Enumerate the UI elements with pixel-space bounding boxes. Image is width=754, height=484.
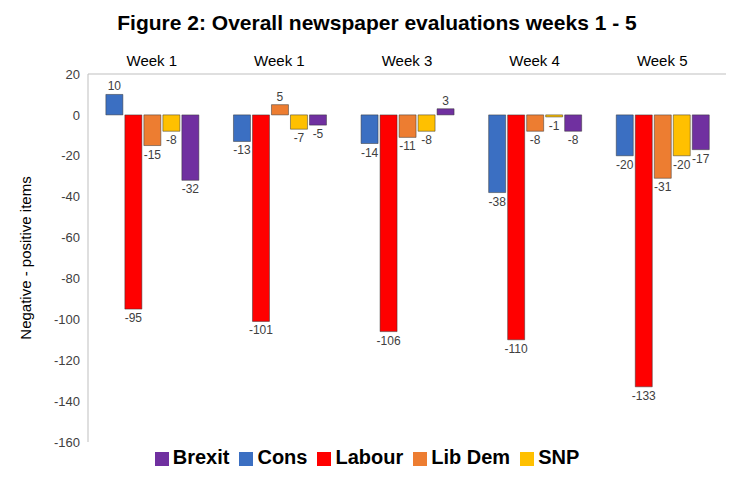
svg-text:Week 5: Week 5 bbox=[637, 52, 688, 69]
svg-text:-160: -160 bbox=[54, 435, 80, 450]
html-text:Labour: Labour bbox=[335, 446, 404, 468]
svg-text:Week 1: Week 1 bbox=[127, 52, 178, 69]
svg-text:-100: -100 bbox=[54, 312, 80, 327]
svg-text:Week 4: Week 4 bbox=[509, 52, 560, 69]
svg-text:-13: -13 bbox=[233, 143, 251, 157]
svg-text:0: 0 bbox=[73, 108, 80, 123]
svg-text:-14: -14 bbox=[361, 146, 379, 160]
html-text:Cons: Cons bbox=[257, 446, 308, 468]
svg-text:Week 3: Week 3 bbox=[382, 52, 433, 69]
svg-text:-38: -38 bbox=[488, 195, 506, 209]
svg-text:-11: -11 bbox=[399, 139, 416, 153]
svg-text:5: 5 bbox=[277, 90, 284, 104]
svg-text:-1: -1 bbox=[549, 119, 560, 133]
svg-text:-31: -31 bbox=[654, 180, 672, 194]
svg-text:-20: -20 bbox=[673, 158, 691, 172]
svg-text:-60: -60 bbox=[61, 230, 80, 245]
svg-text:-8: -8 bbox=[530, 133, 541, 147]
html-text:Brexit: Brexit bbox=[172, 446, 230, 468]
svg-text:-120: -120 bbox=[54, 353, 80, 368]
svg-text:-110: -110 bbox=[505, 342, 528, 356]
svg-text:-8: -8 bbox=[421, 133, 432, 147]
svg-text:-106: -106 bbox=[377, 334, 401, 348]
svg-text:Week 1: Week 1 bbox=[254, 52, 305, 69]
svg-text:-80: -80 bbox=[61, 271, 80, 286]
svg-text:20: 20 bbox=[66, 67, 80, 82]
svg-text:-133: -133 bbox=[632, 389, 656, 403]
svg-text:-20: -20 bbox=[616, 158, 634, 172]
svg-text:3: 3 bbox=[442, 94, 449, 108]
svg-text:-40: -40 bbox=[61, 189, 80, 204]
svg-text:-7: -7 bbox=[294, 131, 305, 145]
html-text:Figure 2: Overall newspaper ev: Figure 2: Overall newspaper evaluations … bbox=[117, 11, 637, 34]
svg-text:-15: -15 bbox=[144, 148, 162, 162]
svg-text:-95: -95 bbox=[125, 311, 143, 325]
html-text:SNP: SNP bbox=[538, 446, 580, 468]
svg-text:-20: -20 bbox=[61, 148, 80, 163]
svg-text:-32: -32 bbox=[182, 182, 200, 196]
html-text:Lib Dem: Lib Dem bbox=[431, 446, 511, 468]
svg-text:-101: -101 bbox=[249, 323, 273, 337]
svg-text:-5: -5 bbox=[313, 127, 324, 141]
svg-text:-140: -140 bbox=[54, 394, 80, 409]
svg-text:-8: -8 bbox=[166, 133, 177, 147]
svg-text:-8: -8 bbox=[568, 133, 579, 147]
svg-text:10: 10 bbox=[108, 79, 122, 93]
svg-text:Negative - positive items: Negative - positive items bbox=[17, 176, 34, 339]
svg-text:-17: -17 bbox=[692, 152, 710, 166]
